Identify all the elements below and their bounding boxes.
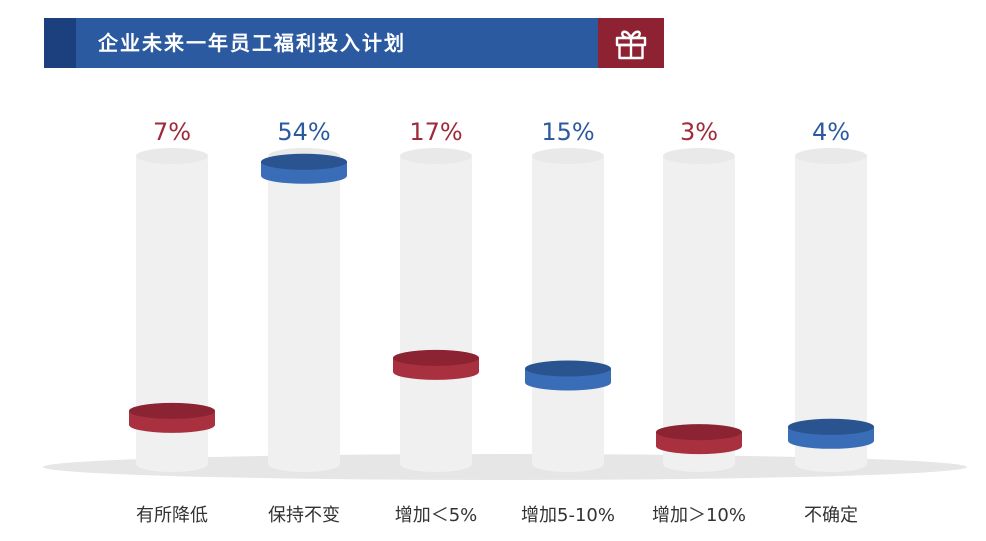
cylinder-top — [400, 148, 472, 164]
value-disc-top — [525, 360, 611, 377]
cylinder-body — [400, 156, 472, 464]
value-disc-top — [656, 424, 742, 441]
data-label-2: 17% — [409, 118, 462, 146]
cylinder-body — [663, 156, 735, 464]
title-accent — [44, 18, 76, 68]
value-disc-top — [261, 153, 347, 170]
data-label-3: 15% — [541, 118, 594, 146]
value-disc-top — [788, 418, 874, 435]
cylinder-base — [795, 456, 867, 472]
gift-icon — [615, 30, 647, 60]
category-label-5: 不确定 — [804, 505, 858, 526]
category-label-1: 保持不变 — [268, 505, 340, 526]
category-label-0: 有所降低 — [136, 505, 208, 526]
cylinder-body — [795, 156, 867, 464]
cylinder-body — [532, 156, 604, 464]
value-disc-top — [129, 402, 215, 419]
cylinder-base — [400, 456, 472, 472]
title-bar: 企业未来一年员工福利投入计划 — [44, 18, 600, 68]
gift-badge — [598, 18, 664, 68]
cylinder-top — [663, 148, 735, 164]
cylinder-base — [532, 456, 604, 472]
value-disc-top — [393, 349, 479, 366]
category-label-2: 增加＜5% — [395, 505, 478, 526]
chart-title: 企业未来一年员工福利投入计划 — [98, 31, 406, 55]
cylinder-top — [795, 148, 867, 164]
cylinder-top — [532, 148, 604, 164]
cylinder-top — [136, 148, 208, 164]
cylinder-body — [268, 156, 340, 464]
data-label-0: 7% — [153, 118, 191, 146]
data-label-4: 3% — [680, 118, 718, 146]
category-label-3: 增加5-10% — [521, 505, 615, 526]
cylinder-base — [268, 456, 340, 472]
category-label-4: 增加＞10% — [652, 505, 746, 526]
cylinder-base — [136, 456, 208, 472]
data-label-1: 54% — [277, 118, 330, 146]
cylinder-base — [663, 456, 735, 472]
data-label-5: 4% — [812, 118, 850, 146]
